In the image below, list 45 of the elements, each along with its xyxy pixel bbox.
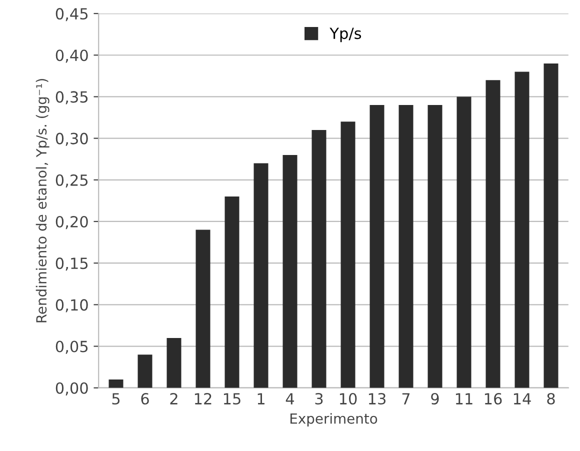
bar bbox=[486, 80, 500, 388]
x-tick-label: 12 bbox=[194, 392, 212, 404]
x-tick-label: 4 bbox=[286, 393, 294, 404]
bar bbox=[340, 122, 356, 388]
y-tick-label: 0,40 bbox=[56, 50, 88, 63]
bar bbox=[312, 130, 326, 388]
x-tick-label: 1 bbox=[258, 393, 264, 404]
x-tick-label: 5 bbox=[112, 393, 120, 405]
x-tick-label: 2 bbox=[170, 392, 178, 404]
x-tick-label: 3 bbox=[315, 392, 323, 405]
x-tick-label: 9 bbox=[431, 392, 439, 405]
x-axis-title: Experimento bbox=[290, 413, 378, 427]
bar bbox=[544, 63, 558, 388]
y-tick-label: 0,35 bbox=[56, 91, 88, 104]
y-tick-label: 0,25 bbox=[56, 174, 88, 188]
bar bbox=[282, 154, 298, 388]
bar bbox=[138, 354, 152, 388]
bar bbox=[108, 380, 124, 388]
x-tick-label: 14 bbox=[514, 393, 531, 404]
bar bbox=[456, 96, 472, 388]
x-tick-label: 6 bbox=[141, 392, 149, 405]
bar bbox=[514, 72, 530, 388]
x-tick-label: 13 bbox=[368, 392, 386, 405]
y-tick-label: 0,45 bbox=[56, 8, 88, 22]
bar bbox=[196, 230, 210, 388]
x-tick-label: 10 bbox=[340, 392, 357, 405]
x-tick-label: 16 bbox=[484, 392, 502, 405]
bar bbox=[224, 196, 240, 388]
bar bbox=[166, 338, 182, 388]
x-tick-label: 15 bbox=[224, 393, 240, 405]
x-tick-label: 8 bbox=[547, 392, 555, 405]
x-tick-label: 11 bbox=[456, 393, 472, 404]
bar bbox=[398, 105, 414, 388]
y-tick-label: 0,00 bbox=[56, 382, 88, 396]
bar bbox=[428, 105, 442, 388]
bar bbox=[370, 105, 384, 388]
legend-label: Yp/s bbox=[330, 28, 362, 42]
x-tick-label: 7 bbox=[402, 393, 410, 404]
y-tick-label: 0,10 bbox=[56, 299, 88, 312]
y-tick-label: 0,15 bbox=[56, 258, 88, 271]
y-axis-title: Rendimiento de etanol, Yp/s. (gg⁻¹) bbox=[36, 78, 50, 322]
y-tick-label: 0,05 bbox=[56, 340, 88, 354]
y-tick-label: 0,30 bbox=[56, 132, 88, 146]
y-tick-label: 0,20 bbox=[56, 216, 88, 230]
bar bbox=[254, 163, 268, 388]
